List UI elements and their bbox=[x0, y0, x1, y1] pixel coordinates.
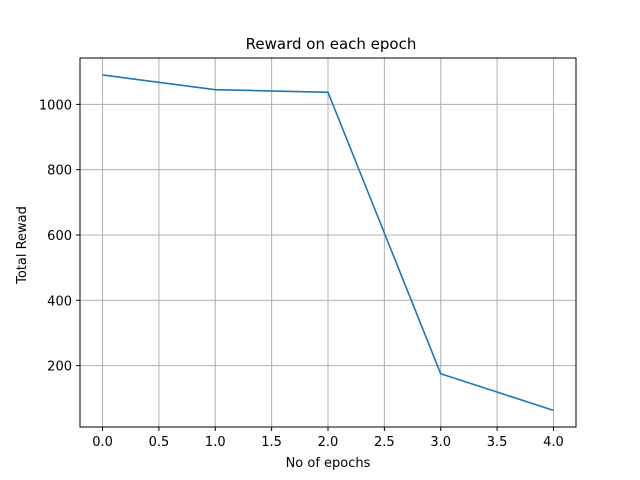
x-tick-label: 3.0 bbox=[430, 435, 451, 450]
x-tick-label: 2.0 bbox=[318, 435, 339, 450]
y-tick-label: 400 bbox=[47, 294, 72, 309]
x-axis-title: No of epochs bbox=[286, 456, 371, 471]
plot-frame bbox=[79, 57, 577, 428]
series-layer bbox=[102, 74, 554, 412]
series-line bbox=[102, 74, 554, 412]
y-tick-label: 200 bbox=[47, 360, 72, 375]
x-tick-label: 1.5 bbox=[261, 435, 282, 450]
x-tick-label: 3.5 bbox=[487, 435, 508, 450]
y-tick-label: 1000 bbox=[39, 98, 72, 113]
x-tick-label: 4.0 bbox=[543, 435, 564, 450]
grid bbox=[80, 58, 576, 427]
ticks: 0.0 0.5 1.0 1.5 2.0 2.5 3.0 3.5 4.0 200 400 600 800 1… bbox=[39, 98, 564, 450]
y-axis-title: Total Rewad bbox=[15, 206, 30, 285]
x-tick-label: 0.5 bbox=[149, 435, 170, 450]
x-tick-label: 1.0 bbox=[205, 435, 226, 450]
x-tick-label: 2.5 bbox=[374, 435, 395, 450]
x-tick-label: 0.0 bbox=[92, 435, 113, 450]
y-tick-label: 800 bbox=[47, 164, 72, 179]
chart-title: Reward on each epoch bbox=[246, 35, 417, 53]
y-tick-label: 600 bbox=[47, 229, 72, 244]
